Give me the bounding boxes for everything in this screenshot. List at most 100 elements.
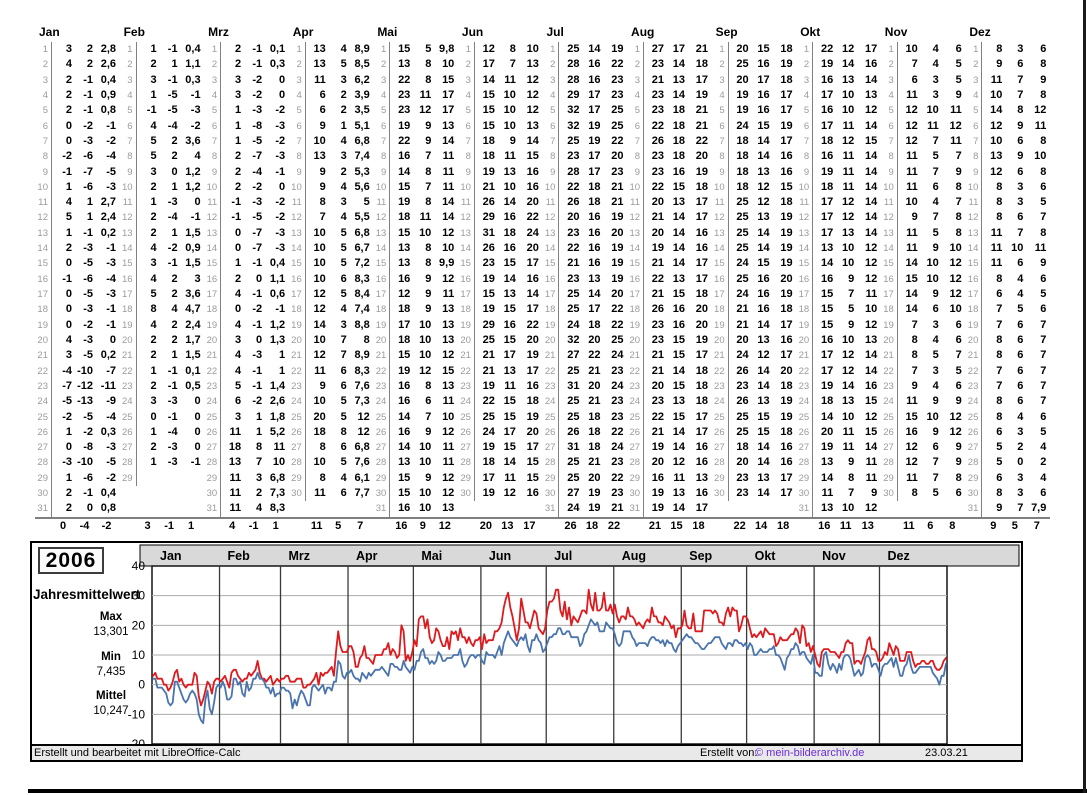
mittel-cell: 5 (1040, 288, 1047, 300)
max-cell: 4 (235, 349, 242, 362)
mittel-cell: 7 (1040, 379, 1047, 392)
max-cell: 11 (229, 471, 242, 484)
max-cell: 25 (567, 395, 580, 408)
day-number: 7 (627, 133, 645, 150)
day-number: 22 (542, 363, 560, 379)
month-sep: Sep 1 20 15 18 2 25 16 19 3 20 17 18 4 19 16 17 5 19 16 17 6 2… (711, 25, 797, 535)
day-number: 17 (373, 287, 391, 303)
max-cell: 12 (905, 456, 918, 469)
min-cell: 1 (340, 119, 347, 132)
min-cell: 0 (86, 502, 93, 515)
month-avg-min: -4 (79, 519, 90, 532)
min-cell: 9 (425, 272, 432, 285)
max-cell: 20 (651, 226, 665, 239)
min-cell: 7 (1017, 502, 1024, 515)
month-average-row: 26 18 22 (542, 516, 628, 535)
max-cell: 19 (651, 242, 665, 255)
month-avg-mittel: 13 (861, 519, 874, 532)
mittel-cell: -3 (190, 104, 201, 117)
max-cell: 2 (235, 43, 242, 55)
min-cell: 7 (932, 134, 939, 147)
mittel-cell: 15 (526, 456, 539, 469)
max-cell: 0 (65, 134, 72, 147)
min-cell: 6 (1017, 211, 1024, 224)
min-cell: -2 (252, 88, 263, 101)
min-cell: -1 (167, 410, 178, 423)
day-number: 28 (289, 455, 306, 471)
mittel-cell: 0,3 (185, 73, 201, 86)
mittel-cell: 23 (611, 456, 624, 469)
mittel-cell: 17 (695, 211, 709, 224)
chart-panel: 403020100-10-20JanFebMrzAprMaiJunJulAugS… (30, 541, 1023, 762)
max-cell: 8 (996, 211, 1003, 224)
day-number: 20 (204, 332, 222, 349)
min-cell: 6 (932, 303, 939, 316)
min-cell: 14 (503, 196, 516, 209)
day-number: 18 (965, 302, 983, 318)
max-cell: 22 (567, 180, 580, 193)
day-number: 11 (965, 195, 983, 211)
max-cell: 21 (651, 211, 665, 224)
max-cell: -2 (62, 410, 72, 423)
mittel-cell: 12 (442, 226, 455, 239)
mittel-cell: 6 (1040, 487, 1047, 500)
day-number: 22 (373, 363, 391, 379)
max-cell: 2 (235, 272, 242, 285)
day-number: 25 (712, 409, 729, 425)
mittel-cell: 21 (695, 104, 709, 117)
min-cell: -4 (167, 211, 178, 224)
mittel-cell: 10 (272, 456, 286, 469)
day-number: 6 (712, 118, 729, 134)
min-cell: 13 (757, 165, 770, 178)
max-cell: 6 (996, 471, 1003, 484)
day-number: 19 (965, 317, 983, 333)
max-cell: 21 (651, 257, 665, 270)
created-by-link[interactable]: © mein-bilderarchiv.de (755, 747, 865, 759)
min-cell: 1 (171, 349, 178, 362)
mittel-cell: 0,9 (185, 242, 201, 255)
max-cell: 17 (820, 364, 834, 377)
day-number: 3 (542, 72, 560, 88)
min-cell: 10 (841, 257, 855, 270)
mittel-cell: 9 (955, 441, 962, 454)
mittel-cell: 1,5 (185, 226, 201, 239)
day-number: 5 (965, 103, 983, 119)
day-number: 23 (881, 378, 898, 395)
min-cell: -3 (167, 196, 178, 209)
min-cell: -13 (77, 395, 93, 408)
day-number: 20 (965, 332, 983, 349)
day-number: 22 (712, 363, 729, 379)
min-cell: 8 (425, 58, 432, 71)
max-cell: 13 (820, 502, 834, 515)
mittel-cell: 11 (1034, 119, 1047, 132)
min-cell: 18 (672, 119, 686, 132)
max-cell: 2 (150, 441, 157, 454)
mittel-cell: 9,8 (439, 43, 455, 55)
month-jul: Jul 1 25 14 19 2 28 16 22 3 28 16 23 4 29 17 23 5 32 17 25 6 3… (542, 25, 628, 535)
mittel-cell: -2 (106, 134, 116, 147)
max-cell: 11 (906, 165, 918, 178)
day-number: 8 (965, 149, 983, 165)
max-cell: 9 (911, 211, 918, 224)
mittel-cell: 14 (864, 441, 878, 454)
day-number: 14 (373, 241, 391, 257)
min-cell: 14 (757, 364, 770, 377)
month-header: Nov (884, 25, 908, 39)
mittel-cell: 3 (194, 272, 201, 285)
max-cell: 16 (398, 502, 411, 515)
max-cell: 4 (235, 288, 242, 300)
max-cell: 4 (65, 58, 72, 71)
mittel-cell: 12 (1034, 104, 1047, 117)
max-cell: 14 (398, 410, 411, 423)
min-cell: 8 (425, 379, 432, 392)
month-avg-mittel: 12 (438, 519, 451, 532)
mittel-cell: 0 (194, 425, 201, 438)
min-cell: 3 (1017, 425, 1024, 438)
day-number: 29 (120, 470, 137, 487)
mittel-cell: 6 (955, 318, 962, 331)
max-cell: 23 (651, 150, 665, 163)
max-cell: 1 (235, 104, 242, 117)
month-avg-mittel: 17 (523, 519, 536, 532)
max-cell: 13 (990, 150, 1003, 163)
day-number: 28 (712, 455, 729, 471)
